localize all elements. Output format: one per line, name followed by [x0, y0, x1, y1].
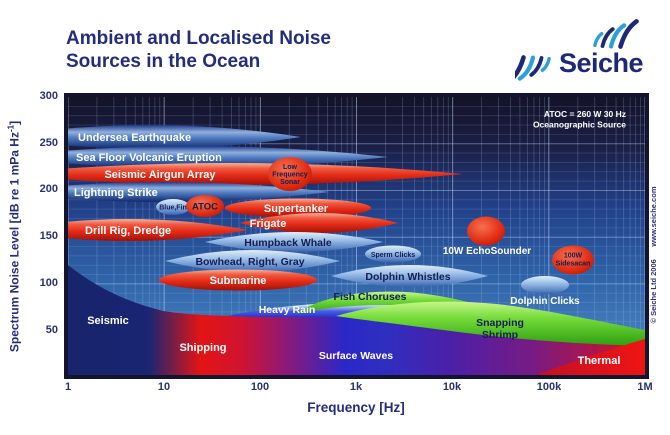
source-blue-fin: Blue,Fin	[156, 199, 190, 215]
x-tick-10: 10	[157, 381, 171, 393]
svg-text:Low: Low	[283, 164, 298, 171]
svg-text:Seismic Airgun Array: Seismic Airgun Array	[104, 169, 216, 181]
band-label-surface-waves: Surface Waves	[319, 350, 393, 362]
title-line-2: Sources in the Ocean	[66, 51, 261, 72]
svg-text:Sperm Clicks: Sperm Clicks	[371, 252, 415, 259]
source-lightning-strike: Lightning Strike	[0, 182, 330, 202]
y-tick-50: 50	[45, 324, 58, 336]
atoc-note-line1: ATOC = 260 W 30 Hz	[544, 109, 626, 119]
svg-text:Sidesacan: Sidesacan	[556, 261, 591, 268]
svg-text:Lightning Strike: Lightning Strike	[74, 187, 158, 199]
svg-text:Humpback Whale: Humpback Whale	[244, 237, 332, 249]
source-dolphin-whistles: Dolphin Whistles	[331, 265, 488, 287]
svg-text:ATOC: ATOC	[192, 202, 218, 213]
svg-text:Frigate: Frigate	[250, 218, 287, 230]
y-axis-title-sup: -1	[6, 124, 16, 133]
source-bowhead-right-gray: Bowhead, Right, Gray	[165, 250, 340, 272]
logo-wave-fan-top-icon	[593, 19, 639, 49]
svg-text:Sea Floor Volcanic Eruption: Sea Floor Volcanic Eruption	[76, 152, 222, 164]
plot-frame: Seismic Shipping Heavy Rain Fish Choruse…	[0, 93, 649, 379]
source-low-frequency-sonar: Low Frequency Sonar	[268, 157, 312, 191]
source-humpback-whale: Humpback Whale	[205, 232, 383, 252]
x-tick-100k: 100k	[536, 381, 562, 393]
page-title: Ambient and Localised Noise Sources in t…	[66, 27, 331, 73]
y-axis-title-text: Spectrum Noise Level [dB re 1 mPa Hz	[7, 132, 22, 353]
band-label-shrimp: Shrimp	[482, 329, 518, 341]
svg-text:Blue,Fin: Blue,Fin	[159, 205, 187, 212]
seiche-logo: Seiche	[515, 19, 644, 85]
y-tick-150: 150	[39, 230, 58, 242]
band-label-fish-choruses: Fish Choruses	[334, 291, 407, 303]
x-tick-1: 1	[64, 381, 72, 393]
x-tick-1M: 1M	[637, 381, 653, 393]
band-label-thermal: Thermal	[578, 355, 621, 367]
source-echosounder: 10W EchoSounder	[443, 216, 531, 257]
x-tick-100: 100	[250, 381, 270, 393]
y-tick-300: 300	[39, 90, 58, 102]
svg-text:Sonar: Sonar	[280, 179, 300, 186]
svg-text:Supertanker: Supertanker	[264, 203, 329, 215]
band-label-shipping: Shipping	[179, 342, 226, 354]
y-tick-200: 200	[39, 183, 58, 195]
y-tick-250: 250	[39, 137, 58, 149]
source-sidescan: 100W Sidesacan	[552, 245, 594, 275]
source-sperm-clicks: Sperm Clicks	[365, 245, 421, 263]
svg-text:Submarine: Submarine	[210, 275, 267, 287]
source-frigate: Frigate	[240, 213, 398, 233]
band-bottom-ambient	[68, 265, 645, 375]
title-line-1: Ambient and Localised Noise	[66, 28, 331, 49]
band-label-heavy-rain: Heavy Rain	[259, 304, 316, 316]
source-undersea-earthquake: Undersea Earthquake	[0, 125, 301, 149]
svg-text:10W EchoSounder: 10W EchoSounder	[443, 246, 531, 257]
source-drill-rig-dredge: Drill Rig, Dredge	[8, 219, 248, 241]
x-tick-10k: 10k	[442, 381, 462, 393]
y-axis-title-suffix: ]	[7, 120, 22, 125]
svg-text:Frequency: Frequency	[272, 172, 308, 179]
logo-wave-fan-bottom-icon	[515, 55, 551, 85]
source-atoc: ATOC	[186, 195, 224, 217]
source-dolphin-clicks: Dolphin Clicks	[510, 276, 580, 307]
x-tick-1k: 1k	[349, 381, 363, 393]
logo-text: Seiche	[559, 48, 644, 78]
source-seismic-airgun-array: Seismic Airgun Array	[0, 163, 463, 185]
copyright-watermark: © Seiche Ltd 2006 www.seiche.com	[649, 186, 658, 324]
atoc-note-line2: Oceanographic Source	[533, 120, 626, 130]
svg-text:Dolphin Clicks: Dolphin Clicks	[510, 296, 580, 307]
svg-text:Drill Rig, Dredge: Drill Rig, Dredge	[85, 225, 171, 237]
x-axis-title: Frequency [Hz]	[307, 400, 405, 415]
band-snapping-shrimp	[336, 301, 645, 346]
band-label-seismic: Seismic	[87, 315, 129, 327]
svg-text:Bowhead, Right, Gray: Bowhead, Right, Gray	[195, 256, 304, 268]
plot-area: Seismic Shipping Heavy Rain Fish Choruse…	[0, 97, 646, 375]
source-submarine: Submarine	[159, 269, 317, 291]
svg-text:Dolphin Whistles: Dolphin Whistles	[365, 271, 450, 283]
svg-text:100W: 100W	[564, 253, 583, 260]
svg-text:Undersea Earthquake: Undersea Earthquake	[78, 132, 191, 144]
y-tick-100: 100	[39, 277, 58, 289]
band-fish-choruses	[296, 291, 492, 314]
source-supertanker: Supertanker	[225, 198, 371, 218]
band-label-snapping: Snapping	[476, 317, 524, 329]
band-thermal	[536, 339, 645, 375]
